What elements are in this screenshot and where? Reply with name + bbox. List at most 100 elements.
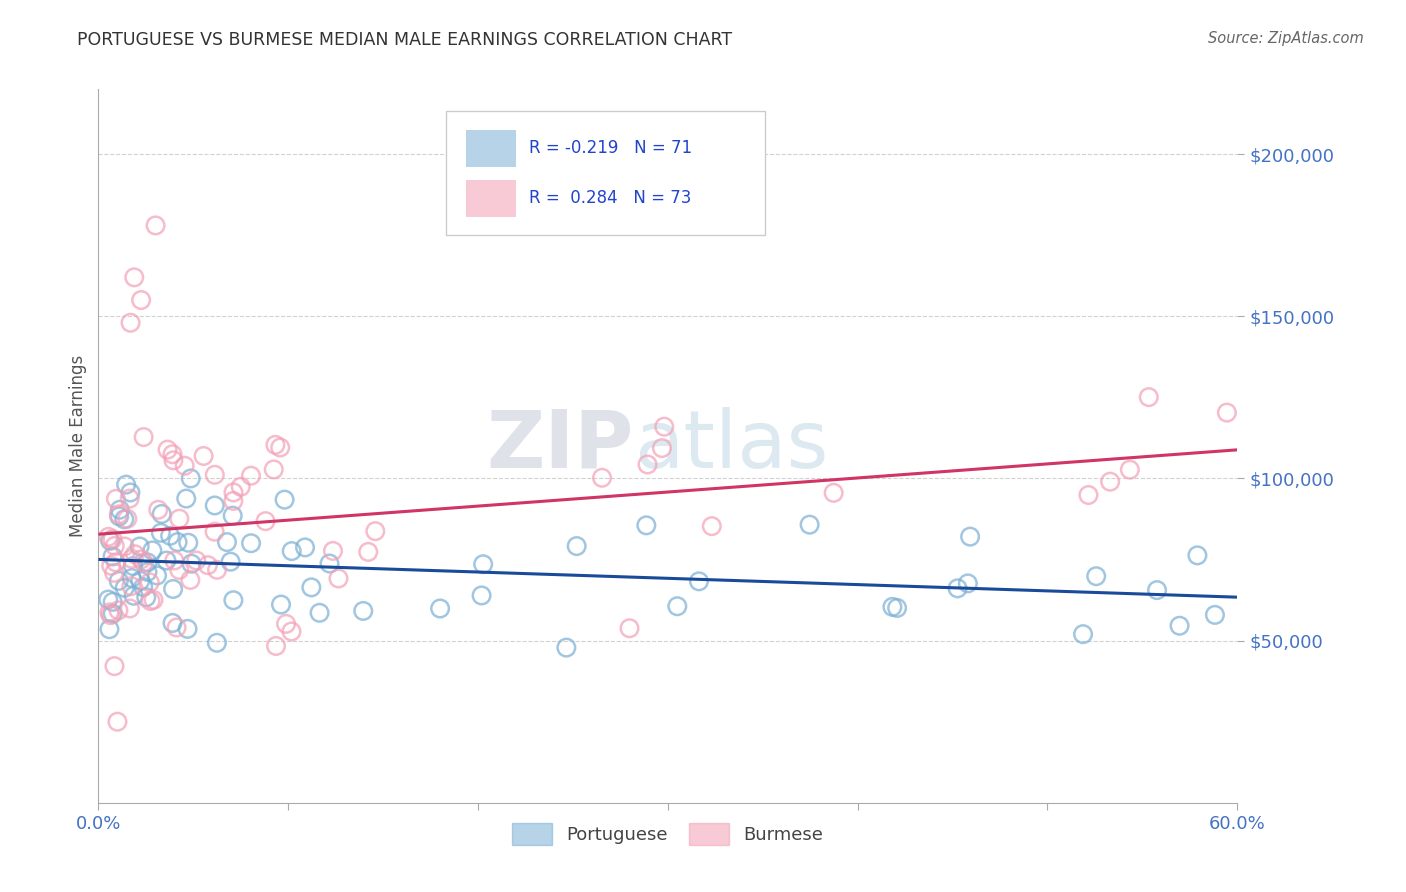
Point <box>121 551 143 566</box>
Point <box>97 530 120 544</box>
FancyBboxPatch shape <box>467 130 516 167</box>
Point <box>322 544 344 558</box>
Point <box>163 553 186 567</box>
Point <box>1137 390 1160 404</box>
Point <box>823 486 845 500</box>
Point <box>328 572 350 586</box>
Point <box>159 529 181 543</box>
Point <box>472 558 495 572</box>
Point <box>124 547 146 561</box>
FancyBboxPatch shape <box>446 111 765 235</box>
Point <box>429 601 451 615</box>
Text: PORTUGUESE VS BURMESE MEDIAN MALE EARNINGS CORRELATION CHART: PORTUGUESE VS BURMESE MEDIAN MALE EARNIN… <box>77 31 733 49</box>
Point <box>636 518 658 533</box>
Point <box>162 447 184 461</box>
Point <box>141 543 163 558</box>
Point <box>142 593 165 607</box>
Point <box>318 557 340 571</box>
Point <box>98 533 121 548</box>
Point <box>108 509 131 524</box>
Point <box>104 539 127 553</box>
Point <box>101 595 124 609</box>
Point <box>619 621 641 635</box>
Point <box>179 573 201 587</box>
Point <box>174 491 197 506</box>
Point <box>1077 488 1099 502</box>
Point <box>114 540 136 554</box>
Point <box>565 539 588 553</box>
Text: Source: ZipAtlas.com: Source: ZipAtlas.com <box>1208 31 1364 46</box>
Point <box>97 592 120 607</box>
Point <box>280 624 302 639</box>
Point <box>273 492 295 507</box>
Point <box>193 449 215 463</box>
Point <box>129 552 152 566</box>
Point <box>177 535 200 549</box>
Point <box>169 511 191 525</box>
Point <box>136 555 159 569</box>
Point <box>219 555 242 569</box>
Point <box>1216 406 1239 420</box>
Point <box>240 468 263 483</box>
Point <box>263 462 285 476</box>
Point <box>162 582 184 596</box>
Legend: Portuguese, Burmese: Portuguese, Burmese <box>503 814 832 855</box>
Point <box>886 601 908 615</box>
Point <box>155 553 177 567</box>
Point <box>101 532 124 546</box>
FancyBboxPatch shape <box>467 180 516 217</box>
Point <box>264 639 287 653</box>
Point <box>666 599 689 614</box>
Y-axis label: Median Male Earnings: Median Male Earnings <box>69 355 87 537</box>
Point <box>122 270 145 285</box>
Point <box>651 441 673 455</box>
Point <box>100 558 122 573</box>
Point <box>555 640 578 655</box>
Point <box>132 580 155 594</box>
Point <box>204 467 226 482</box>
Point <box>166 535 188 549</box>
Point <box>98 622 121 636</box>
Point <box>114 581 136 595</box>
Point <box>139 594 162 608</box>
Point <box>1146 583 1168 598</box>
Point <box>186 553 208 567</box>
Point <box>166 620 188 634</box>
Point <box>274 616 297 631</box>
Point <box>132 556 155 570</box>
Point <box>264 438 287 452</box>
Point <box>150 507 173 521</box>
Point <box>299 580 322 594</box>
Point <box>176 622 198 636</box>
Text: atlas: atlas <box>634 407 828 485</box>
Point <box>107 574 129 588</box>
Point <box>108 508 131 522</box>
Point <box>118 601 141 615</box>
Point <box>128 540 150 554</box>
Point <box>222 593 245 607</box>
Point <box>120 579 142 593</box>
Point <box>352 604 374 618</box>
Point <box>104 491 127 506</box>
Point <box>1119 463 1142 477</box>
Point <box>118 491 141 506</box>
Point <box>364 524 387 538</box>
Point <box>107 603 129 617</box>
Point <box>145 219 167 233</box>
Point <box>167 563 190 577</box>
Point <box>146 568 169 582</box>
Point <box>104 555 127 569</box>
Point <box>1168 619 1191 633</box>
Point <box>162 615 184 630</box>
Text: R = -0.219   N = 71: R = -0.219 N = 71 <box>529 139 692 157</box>
Point <box>101 549 124 564</box>
Point <box>652 419 675 434</box>
Point <box>139 575 162 590</box>
Point <box>270 598 292 612</box>
Point <box>308 606 330 620</box>
Point <box>269 441 291 455</box>
Point <box>180 471 202 485</box>
Point <box>122 589 145 603</box>
Point <box>591 471 613 485</box>
Point <box>180 557 202 571</box>
